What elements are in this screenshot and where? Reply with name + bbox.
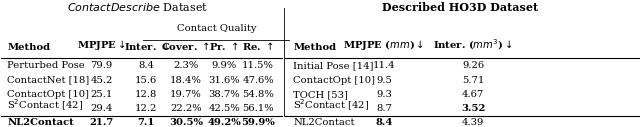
Text: 8.7: 8.7 (376, 104, 392, 113)
Text: 29.4: 29.4 (90, 104, 113, 113)
Text: 79.9: 79.9 (90, 61, 113, 70)
Text: Described HO3D Dataset: Described HO3D Dataset (383, 2, 538, 13)
Text: Initial Pose [14]: Initial Pose [14] (293, 61, 374, 70)
Text: 5.71: 5.71 (462, 76, 484, 85)
Text: 12.8: 12.8 (135, 90, 157, 99)
Text: Inter. ($mm^3$)$\downarrow$: Inter. ($mm^3$)$\downarrow$ (433, 37, 513, 52)
Text: 54.8%: 54.8% (242, 90, 274, 99)
Text: 22.2%: 22.2% (170, 104, 202, 113)
Text: ContactNet [18]: ContactNet [18] (7, 76, 90, 85)
Text: 25.1: 25.1 (90, 90, 113, 99)
Text: Method: Method (293, 43, 336, 52)
Text: 47.6%: 47.6% (243, 76, 274, 85)
Text: 45.2: 45.2 (90, 76, 113, 85)
Text: NL2Contact: NL2Contact (293, 118, 355, 127)
Text: 4.39: 4.39 (462, 118, 484, 127)
Text: 42.5%: 42.5% (209, 104, 240, 113)
Text: Perturbed Pose: Perturbed Pose (7, 61, 85, 70)
Text: 3.52: 3.52 (461, 104, 486, 113)
Text: 59.9%: 59.9% (241, 118, 275, 127)
Text: 21.7: 21.7 (90, 118, 114, 127)
Text: 2.3%: 2.3% (173, 61, 198, 70)
Text: NL2Contact: NL2Contact (7, 118, 74, 127)
Text: 8.4: 8.4 (375, 118, 392, 127)
Text: 38.7%: 38.7% (209, 90, 240, 99)
Text: Method: Method (7, 43, 50, 52)
Text: 9.9%: 9.9% (212, 61, 237, 70)
Text: 12.2: 12.2 (135, 104, 157, 113)
Text: Inter. $\downarrow$: Inter. $\downarrow$ (124, 41, 169, 52)
Text: S$^2$Contact [42]: S$^2$Contact [42] (293, 98, 369, 113)
Text: 9.5: 9.5 (376, 76, 392, 85)
Text: 8.4: 8.4 (138, 61, 154, 70)
Text: 9.26: 9.26 (462, 61, 484, 70)
Text: Pr. $\uparrow$: Pr. $\uparrow$ (209, 40, 239, 52)
Text: 15.6: 15.6 (135, 76, 157, 85)
Text: 56.1%: 56.1% (243, 104, 274, 113)
Text: Contact Quality: Contact Quality (177, 24, 256, 33)
Text: $\mathit{ContactDescribe}$ Dataset: $\mathit{ContactDescribe}$ Dataset (67, 1, 209, 13)
Text: 30.5%: 30.5% (169, 118, 203, 127)
Text: 7.1: 7.1 (138, 118, 155, 127)
Text: 11.5%: 11.5% (242, 61, 274, 70)
Text: 19.7%: 19.7% (170, 90, 202, 99)
Text: 11.4: 11.4 (372, 61, 395, 70)
Text: ContactOpt [10]: ContactOpt [10] (293, 76, 375, 85)
Text: 18.4%: 18.4% (170, 76, 202, 85)
Text: MPJPE$\downarrow$: MPJPE$\downarrow$ (77, 38, 126, 52)
Text: Cover. $\uparrow$: Cover. $\uparrow$ (161, 40, 211, 52)
Text: 9.3: 9.3 (376, 90, 392, 99)
Text: 49.2%: 49.2% (207, 118, 241, 127)
Text: MPJPE ($mm$)$\downarrow$: MPJPE ($mm$)$\downarrow$ (343, 38, 424, 52)
Text: Re. $\uparrow$: Re. $\uparrow$ (242, 40, 274, 52)
Text: S$^2$Contact [42]: S$^2$Contact [42] (7, 98, 83, 113)
Text: TOCH [53]: TOCH [53] (293, 90, 348, 99)
Text: 4.67: 4.67 (462, 90, 484, 99)
Text: 31.6%: 31.6% (209, 76, 240, 85)
Text: ContactOpt [10]: ContactOpt [10] (7, 90, 89, 99)
